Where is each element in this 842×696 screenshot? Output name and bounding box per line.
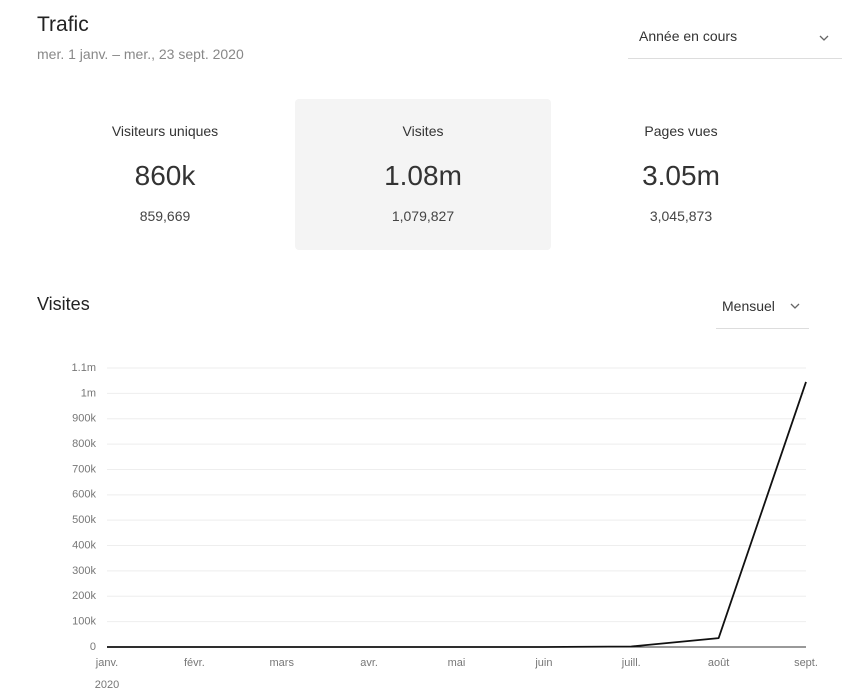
x-year-label: 2020 xyxy=(95,679,119,691)
stat-exact: 3,045,873 xyxy=(649,208,713,224)
stat-card[interactable]: Pages vues 3.05m 3,045,873 xyxy=(553,99,809,250)
stat-short: 860k xyxy=(134,160,196,191)
y-tick-label: 500k xyxy=(72,514,96,526)
y-tick-label: 100k xyxy=(72,616,96,628)
dropdown-value: Année en cours xyxy=(639,28,738,44)
date-range: mer. 1 janv. – mer., 23 sept. 2020 xyxy=(37,46,244,62)
range-dropdown[interactable]: Année en cours xyxy=(628,20,842,59)
y-tick-label: 800k xyxy=(72,438,96,450)
y-tick-label: 400k xyxy=(72,539,96,551)
page-title: Trafic xyxy=(37,13,89,36)
y-tick-label: 1.1m xyxy=(72,362,96,374)
x-tick-label: sept. xyxy=(794,657,818,669)
x-tick-label: juin xyxy=(534,657,552,669)
x-tick-label: août xyxy=(708,657,729,669)
stat-exact: 1,079,827 xyxy=(391,208,455,224)
y-tick-label: 200k xyxy=(72,590,96,602)
section-title: Visites xyxy=(37,294,90,314)
chevron-icon xyxy=(790,303,800,309)
stat-label: Pages vues xyxy=(644,123,718,139)
stat-short: 1.08m xyxy=(384,160,462,191)
x-tick-label: avr. xyxy=(360,657,378,669)
period-dropdown[interactable]: Mensuel xyxy=(716,290,809,329)
y-tick-label: 1m xyxy=(81,387,96,399)
y-tick-label: 0 xyxy=(90,641,96,653)
y-tick-label: 900k xyxy=(72,413,96,425)
stat-card[interactable]: Visiteurs uniques 860k 859,669 xyxy=(37,99,293,250)
stat-card[interactable]: Visites 1.08m 1,079,827 xyxy=(295,99,551,250)
line xyxy=(107,381,807,648)
stat-short: 3.05m xyxy=(642,160,720,191)
stat-label: Visiteurs uniques xyxy=(111,123,219,139)
x-tick-label: mars xyxy=(270,657,295,669)
stat-exact: 859,669 xyxy=(139,208,191,224)
x-tick-label: mai xyxy=(448,657,466,669)
chart: 0 100k 200k 300k 400k 500k 600k 700k 800k 900k 1m 1… xyxy=(72,362,818,691)
dropdown-value: Mensuel xyxy=(722,298,775,314)
x-tick-label: janv. xyxy=(95,657,118,669)
stat-label: Visites xyxy=(402,123,444,139)
y-tick-label: 600k xyxy=(72,489,96,501)
x-tick-label: févr. xyxy=(184,657,205,669)
y-tick-label: 700k xyxy=(72,463,96,475)
x-tick-label: juill. xyxy=(621,657,641,669)
y-tick-label: 300k xyxy=(72,565,96,577)
chevron-icon xyxy=(819,35,829,41)
